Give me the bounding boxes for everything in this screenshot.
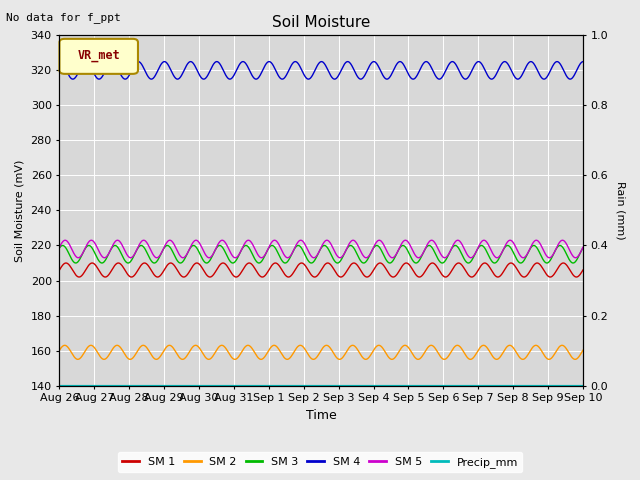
FancyBboxPatch shape (60, 39, 138, 74)
Text: No data for f_ppt: No data for f_ppt (6, 12, 121, 23)
Title: Soil Moisture: Soil Moisture (272, 15, 371, 30)
Y-axis label: Soil Moisture (mV): Soil Moisture (mV) (15, 159, 25, 262)
Y-axis label: Rain (mm): Rain (mm) (615, 181, 625, 240)
Text: VR_met: VR_met (77, 49, 120, 62)
X-axis label: Time: Time (306, 409, 337, 422)
Legend: SM 1, SM 2, SM 3, SM 4, SM 5, Precip_mm: SM 1, SM 2, SM 3, SM 4, SM 5, Precip_mm (118, 452, 522, 472)
